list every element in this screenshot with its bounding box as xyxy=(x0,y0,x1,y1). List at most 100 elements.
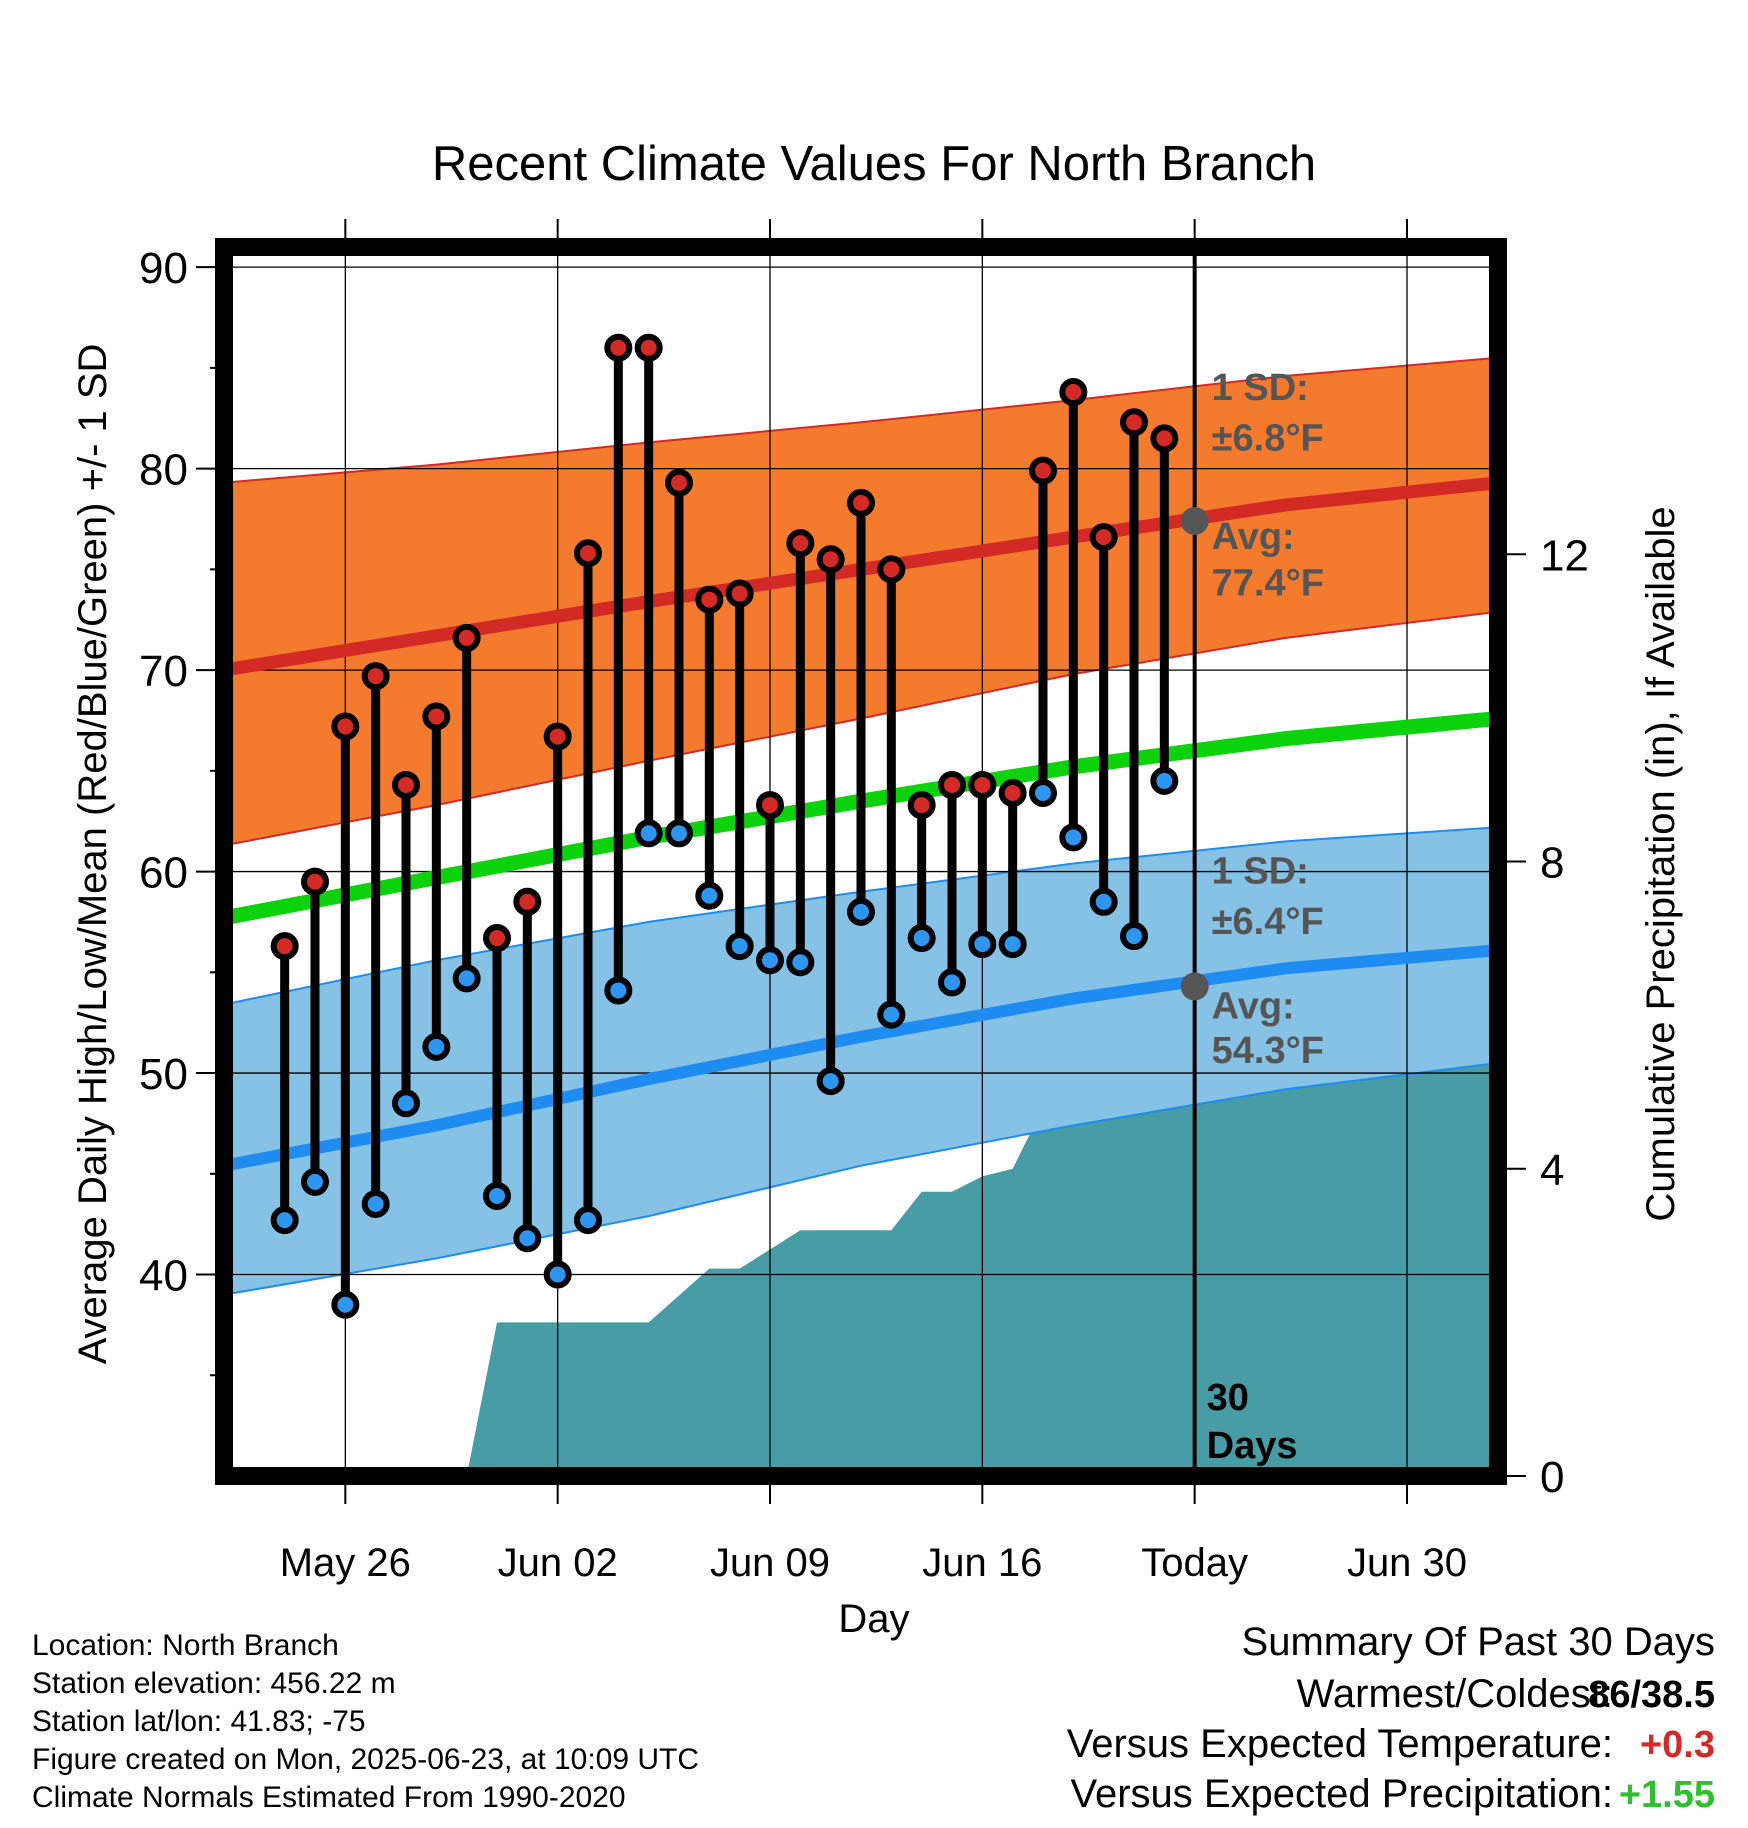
daily-low-point xyxy=(543,1260,572,1289)
precip-area xyxy=(224,1007,1498,1476)
low-avg-value: 54.3°F xyxy=(1212,1030,1324,1072)
y-tick-label: 90 xyxy=(139,244,188,293)
daily-high-point xyxy=(543,722,572,751)
y-tick-label: 70 xyxy=(139,647,188,696)
daily-low-point xyxy=(574,1206,602,1235)
daily-high-point xyxy=(270,932,299,961)
daily-high-point xyxy=(422,702,451,731)
daily-high-point xyxy=(665,468,693,497)
daily-high-point xyxy=(816,545,845,574)
y-tick-label: 80 xyxy=(139,446,188,495)
daily-high-point xyxy=(847,488,875,517)
daily-low-point xyxy=(1029,778,1057,807)
daily-high-point xyxy=(513,887,542,916)
x-tick-label: Jun 02 xyxy=(498,1541,618,1585)
daily-low-point xyxy=(604,976,633,1005)
daily-low-point xyxy=(695,881,724,910)
daily-low-point xyxy=(968,930,997,959)
daily-high-point xyxy=(877,555,906,584)
daily-high-point xyxy=(634,333,663,362)
daily-high-point xyxy=(331,712,360,741)
summary-warmest-coldest-value: 86/38.5 xyxy=(1588,1674,1715,1716)
high-avg-label: Avg: xyxy=(1212,516,1295,558)
footer-latlon: Station lat/lon: 41.83; -75 xyxy=(32,1705,366,1738)
y2-tick-label: 8 xyxy=(1540,839,1564,888)
low-sd-label: 1 SD: xyxy=(1212,851,1309,893)
low-avg-line xyxy=(224,944,1498,1172)
daily-high-point xyxy=(968,770,997,799)
daily-low-point xyxy=(392,1089,420,1118)
daily-low-point xyxy=(1120,922,1148,951)
x-tick-label: May 26 xyxy=(280,1541,411,1585)
daily-low-point xyxy=(483,1181,511,1210)
y2-axis-label: Cumulative Precipitation (in), If Availa… xyxy=(1639,506,1683,1221)
daily-low-point xyxy=(422,1032,451,1061)
daily-high-point xyxy=(452,623,481,652)
daily-low-point xyxy=(452,964,481,993)
daily-high-point xyxy=(756,791,784,820)
daily-low-point xyxy=(938,968,966,997)
summary-coldest: 38.5 xyxy=(1641,1674,1715,1716)
daily-high-point xyxy=(998,778,1027,807)
daily-high-point xyxy=(907,791,936,820)
summary-precip-label: Versus Expected Precipitation: xyxy=(1070,1772,1613,1816)
y-axis-label: Average Daily High/Low/Mean (Red/Blue/Gr… xyxy=(71,344,115,1365)
daily-low-point xyxy=(1089,887,1118,916)
y2-tick-label: 0 xyxy=(1540,1453,1564,1502)
window-unit: Days xyxy=(1207,1425,1298,1467)
summary-title: Summary Of Past 30 Days xyxy=(1241,1620,1715,1664)
x-tick-label: Today xyxy=(1141,1541,1248,1585)
daily-low-point xyxy=(725,932,754,961)
summary-warmest: 86 xyxy=(1588,1674,1631,1716)
y2-tick-label: 12 xyxy=(1540,531,1589,580)
high-avg-value: 77.4°F xyxy=(1212,563,1324,605)
chart-title: Recent Climate Values For North Branch xyxy=(432,137,1316,191)
y-tick-label: 50 xyxy=(139,1050,188,1099)
daily-high-point xyxy=(1059,378,1088,407)
daily-low-point xyxy=(1150,766,1179,795)
daily-high-point xyxy=(938,770,966,799)
summary-temp-label: Versus Expected Temperature: xyxy=(1066,1722,1613,1766)
daily-high-point xyxy=(695,585,724,614)
x-tick-label: Jun 30 xyxy=(1347,1541,1467,1585)
daily-low-point xyxy=(816,1067,845,1096)
daily-high-point xyxy=(786,529,815,558)
daily-high-point xyxy=(604,333,633,362)
daily-high-point xyxy=(483,924,511,953)
daily-low-point xyxy=(665,819,693,848)
x-axis-label: Day xyxy=(838,1597,909,1641)
summary-warmest-coldest-label: Warmest/Coldest: xyxy=(1296,1672,1613,1716)
daily-low-point xyxy=(877,1000,906,1029)
daily-low-point xyxy=(1059,823,1088,852)
daily-high-point xyxy=(301,867,329,896)
daily-high-point xyxy=(1150,424,1179,453)
daily-low-point xyxy=(847,897,875,926)
low-avg-marker xyxy=(1180,972,1209,1001)
daily-low-point xyxy=(513,1224,542,1253)
daily-high-point xyxy=(361,662,390,691)
daily-high-point xyxy=(725,579,754,608)
daily-low-point xyxy=(301,1167,329,1196)
window-number: 30 xyxy=(1207,1377,1249,1419)
daily-low-point xyxy=(331,1290,360,1319)
daily-high-point xyxy=(1120,408,1148,437)
daily-low-point xyxy=(998,930,1027,959)
footer-normals: Climate Normals Estimated From 1990-2020 xyxy=(32,1781,626,1814)
plot-area xyxy=(224,247,1498,1476)
daily-low-point xyxy=(907,924,936,953)
low-sd-value: ±6.4°F xyxy=(1212,901,1324,943)
daily-low-point xyxy=(634,819,663,848)
low-avg-label: Avg: xyxy=(1212,986,1295,1028)
footer-created: Figure created on Mon, 2025-06-23, at 10… xyxy=(32,1743,700,1776)
footer-location: Location: North Branch xyxy=(32,1629,339,1662)
y-tick-label: 60 xyxy=(139,849,188,898)
high-avg-marker xyxy=(1180,507,1209,536)
high-sd-value: ±6.8°F xyxy=(1212,417,1324,459)
x-tick-label: Jun 16 xyxy=(922,1541,1042,1585)
y2-tick-label: 4 xyxy=(1540,1146,1564,1195)
daily-high-point xyxy=(1089,523,1118,552)
y-tick-label: 40 xyxy=(139,1252,188,1301)
daily-low-point xyxy=(361,1190,390,1219)
low-sd-band xyxy=(224,826,1498,1296)
